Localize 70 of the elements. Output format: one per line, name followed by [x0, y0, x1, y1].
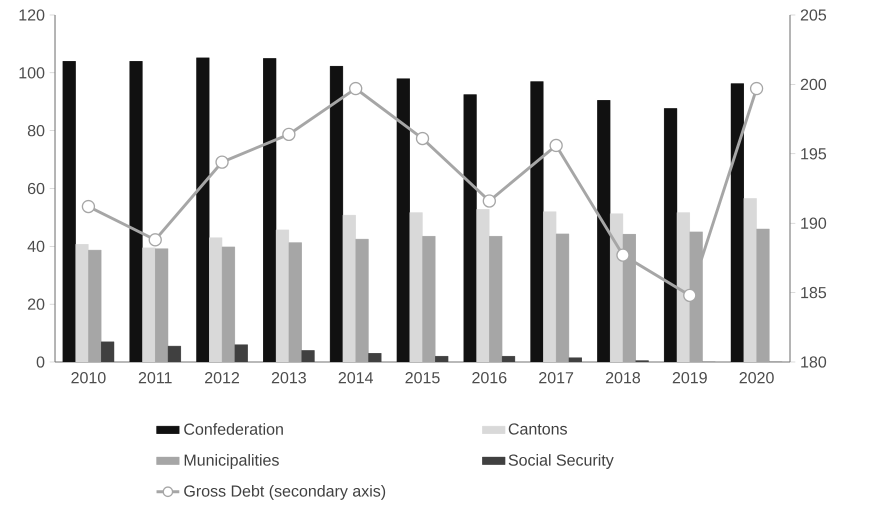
y-tick-label: 40 [28, 240, 44, 252]
y2-tick-label: 180 [801, 356, 826, 368]
legend-label: Cantons [508, 423, 567, 435]
legend-label: Confederation [184, 423, 283, 435]
legend-label: Gross Debt (secondary axis) [184, 484, 386, 500]
bar [129, 61, 143, 362]
point [416, 132, 430, 146]
x-tick-label: 2010 [71, 372, 106, 384]
y2-tick-label: 205 [800, 9, 826, 21]
y-tick-label: 60 [28, 182, 44, 194]
legend-label: Municipalities [184, 454, 279, 469]
bar [543, 211, 556, 362]
bar [62, 61, 76, 362]
point [482, 194, 496, 208]
bar [101, 342, 114, 362]
point [683, 288, 696, 302]
x-tick-label: 2020 [740, 372, 774, 384]
bar [234, 344, 248, 362]
bar [610, 213, 624, 362]
bar [209, 237, 222, 362]
bar [263, 58, 276, 362]
y2-tick-label: 185 [801, 286, 826, 298]
point [549, 138, 563, 152]
bar [744, 198, 757, 362]
y-tick-label: 100 [19, 67, 44, 78]
x-tick-label: 2018 [606, 372, 640, 384]
bar [168, 346, 182, 362]
bar [502, 356, 516, 362]
bar [676, 212, 690, 362]
y-tick-label: 80 [28, 125, 44, 136]
point [82, 200, 96, 214]
bar [330, 66, 344, 362]
bar [464, 94, 477, 362]
bar [396, 78, 410, 362]
y2-tick-label: 195 [801, 148, 826, 160]
bar [664, 108, 678, 362]
x-tick-label: 2011 [138, 372, 172, 384]
point [616, 248, 630, 262]
bar [597, 100, 610, 362]
bar [568, 357, 582, 362]
x-tick-label: 2017 [539, 372, 574, 384]
bar [530, 81, 544, 362]
y2-tick-label: 200 [800, 78, 826, 90]
y-tick-label: 120 [19, 9, 44, 21]
bar [435, 356, 448, 362]
x-tick-label: 2012 [205, 372, 240, 384]
bar [142, 248, 156, 362]
bar [410, 212, 423, 362]
bar [342, 214, 356, 362]
y-tick-label: 20 [28, 298, 44, 310]
bar [196, 58, 210, 362]
y2-tick-label: 190 [801, 218, 826, 229]
y-tick-label: 0 [36, 356, 44, 368]
x-tick-label: 2015 [406, 372, 440, 384]
x-tick-label: 2016 [472, 372, 506, 384]
bar [730, 83, 744, 362]
bar [276, 230, 290, 362]
bar [301, 350, 315, 362]
bar [476, 209, 490, 362]
bar [75, 244, 89, 362]
point [148, 233, 162, 247]
bar [368, 353, 382, 362]
legend-label: Social Security [508, 454, 614, 469]
point [215, 155, 229, 169]
x-tick-label: 2019 [672, 372, 707, 384]
x-tick-label: 2014 [338, 372, 374, 384]
point [349, 82, 362, 96]
point [282, 128, 296, 142]
point [750, 82, 764, 96]
x-tick-label: 2013 [272, 372, 306, 384]
